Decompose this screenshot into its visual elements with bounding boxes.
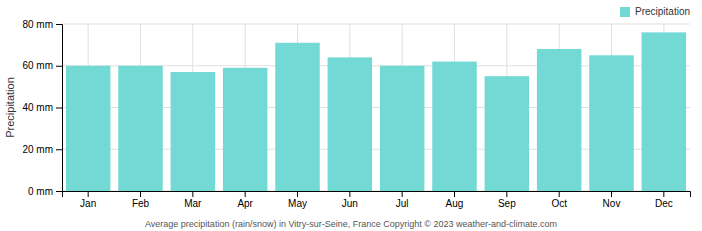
- tick-label: 80 mm: [22, 19, 53, 30]
- chart: 0 mm20 mm40 mm60 mm80 mmJanFebMarAprMayJ…: [0, 0, 702, 231]
- bar: [223, 68, 267, 191]
- tick: Aug: [446, 191, 464, 209]
- tick-mark: [297, 191, 298, 197]
- tick-label: Apr: [237, 198, 253, 209]
- tick-mark: [56, 24, 62, 25]
- tick: Jun: [342, 191, 358, 209]
- tick: Feb: [132, 191, 150, 209]
- tick-label: 60 mm: [22, 60, 53, 71]
- grid-line: [62, 24, 690, 25]
- bar: [642, 32, 686, 191]
- legend-label: Precipitation: [635, 6, 690, 17]
- axis-line: [56, 25, 63, 192]
- tick: Mar: [184, 191, 202, 209]
- tick-mark: [56, 108, 62, 109]
- tick-label: Jun: [342, 198, 358, 209]
- tick-mark: [245, 191, 246, 197]
- bar: [171, 72, 215, 191]
- tick: Jan: [80, 191, 96, 209]
- bar: [485, 76, 529, 191]
- tick: Jul: [396, 191, 409, 209]
- plot: 0 mm20 mm40 mm60 mm80 mmJanFebMarAprMayJ…: [22, 19, 690, 209]
- y-axis: 0 mm 20 mm 40 mm 60 mm 80 mm: [22, 19, 62, 197]
- tick-mark: [559, 191, 560, 197]
- tick: 80 mm: [22, 19, 62, 30]
- tick-mark: [56, 191, 62, 192]
- bar: [380, 66, 424, 191]
- tick-label: Nov: [603, 198, 621, 209]
- tick: Sep: [498, 191, 516, 209]
- bar: [432, 62, 476, 191]
- tick-label: Mar: [184, 198, 202, 209]
- legend-swatch: [620, 7, 630, 17]
- tick-mark: [192, 191, 193, 197]
- axis-line: [63, 192, 691, 198]
- x-axis: Jan Feb Mar Apr May Jun Jul Aug Sep Oct Nov Dec: [63, 191, 691, 209]
- tick-mark: [663, 191, 664, 197]
- tick-mark: [88, 191, 89, 197]
- annotation: Average precipitation (rain/snow) in Vit…: [145, 219, 557, 229]
- tick-mark: [611, 191, 612, 197]
- tick: 20 mm: [22, 144, 62, 155]
- tick-label: Sep: [498, 198, 516, 209]
- tick-mark: [454, 191, 455, 197]
- grid: [62, 24, 690, 191]
- tick: 60 mm: [22, 60, 62, 71]
- tick-mark: [56, 149, 62, 150]
- tick-label: 20 mm: [22, 144, 53, 155]
- tick-label: Jul: [396, 198, 409, 209]
- tick-label: 0 mm: [28, 186, 53, 197]
- tick: Apr: [237, 191, 253, 209]
- tick: 0 mm: [28, 186, 62, 197]
- tick-mark: [56, 66, 62, 67]
- bars: [66, 32, 686, 191]
- tick-mark: [506, 191, 507, 197]
- tick: May: [288, 191, 307, 209]
- bar: [589, 55, 633, 191]
- tick-label: Dec: [655, 198, 673, 209]
- tick-label: Jan: [80, 198, 96, 209]
- bar: [328, 57, 372, 191]
- tick-mark: [402, 191, 403, 197]
- tick-label: May: [288, 198, 307, 209]
- legend-item: Precipitation: [620, 6, 690, 17]
- bar: [66, 66, 110, 191]
- tick-label: 40 mm: [22, 102, 53, 113]
- tick-label: Feb: [132, 198, 150, 209]
- tick-mark: [140, 191, 141, 197]
- legend: Precipitation: [620, 6, 690, 17]
- bar: [118, 66, 162, 191]
- y-axis-title: Precipitation: [4, 77, 16, 138]
- tick-mark: [349, 191, 350, 197]
- tick: Dec: [655, 191, 673, 209]
- tick: 40 mm: [22, 102, 62, 113]
- tick: Oct: [551, 191, 567, 209]
- tick: Nov: [603, 191, 621, 209]
- tick-label: Aug: [446, 198, 464, 209]
- bar: [275, 43, 319, 191]
- tick-label: Oct: [551, 198, 567, 209]
- bar: [537, 49, 581, 191]
